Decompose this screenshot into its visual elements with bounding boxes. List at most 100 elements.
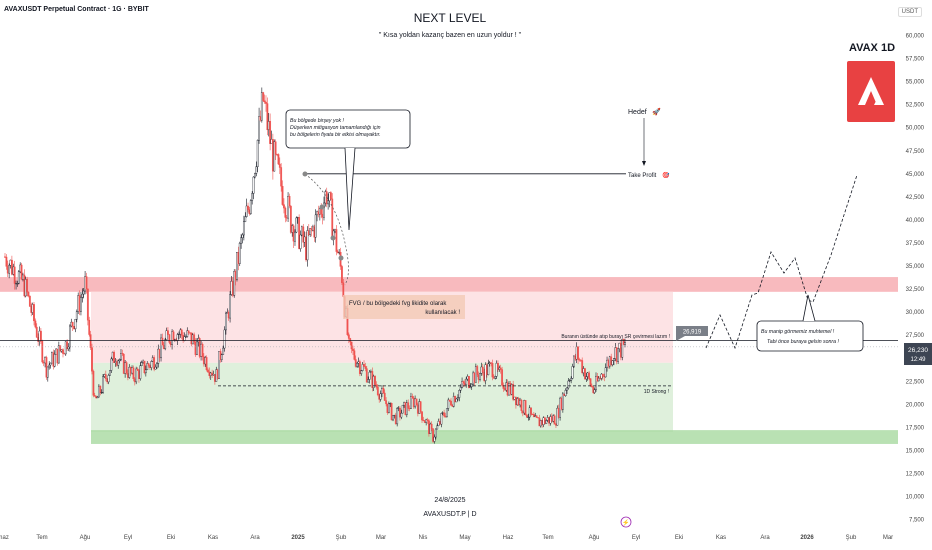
candle-body — [621, 339, 624, 358]
candle-body — [581, 360, 584, 374]
candle-body — [274, 141, 277, 155]
candle-body — [443, 412, 446, 417]
candle-body — [273, 141, 276, 172]
candle-body — [236, 251, 238, 280]
x-tick-label: Eyl — [124, 535, 132, 541]
candle-body — [573, 355, 575, 367]
candle-body — [186, 330, 189, 337]
x-tick-label: Ağu — [80, 535, 91, 541]
candle-body — [88, 319, 91, 335]
candle-body — [385, 400, 388, 405]
candle-body — [172, 331, 175, 341]
sr-zone — [0, 277, 898, 292]
candle-body — [588, 372, 590, 379]
candle-body — [299, 234, 302, 249]
candle-body — [590, 385, 593, 388]
candle-body — [91, 347, 93, 372]
candle-body — [13, 266, 16, 284]
x-tick-label: naz — [0, 535, 9, 541]
last-price-badge — [904, 343, 932, 365]
chart-title: NEXT LEVEL — [413, 11, 487, 25]
x-tick-label: Tem — [36, 535, 47, 541]
candle-body — [288, 196, 291, 207]
candle-body — [86, 288, 89, 321]
candle-body — [527, 416, 530, 418]
candle-body — [487, 363, 490, 376]
candle-body — [117, 360, 120, 366]
candle-body — [5, 256, 8, 267]
candle-body — [180, 329, 183, 336]
candle-body — [150, 361, 153, 368]
candle-body — [368, 371, 371, 380]
y-tick-label: 27,500 — [906, 333, 925, 339]
candle-body — [379, 393, 382, 400]
candle-body — [595, 375, 597, 390]
currency-badge[interactable]: USDT — [897, 7, 922, 17]
candle-body — [356, 362, 359, 367]
fvg-label-box — [343, 295, 465, 319]
candle-body — [604, 367, 607, 378]
candle-body — [75, 311, 78, 320]
candle-body — [502, 385, 505, 389]
candle-body — [597, 377, 600, 382]
y-tick-label: 50,000 — [906, 126, 925, 132]
candle-body — [287, 196, 289, 219]
candle-body — [92, 370, 95, 396]
candle-body — [422, 419, 425, 421]
mitigation-text: Düşerken mitigasyon tamamlandığı için — [290, 125, 381, 131]
candle-body — [147, 363, 150, 366]
candle-body — [392, 415, 394, 421]
candle-body — [85, 276, 88, 290]
candle-body — [611, 360, 614, 366]
candle-body — [82, 290, 85, 295]
candle-body — [341, 266, 343, 283]
candle-body — [205, 357, 208, 371]
y-tick-label: 7,500 — [909, 518, 925, 524]
y-tick-label: 15,000 — [906, 448, 925, 454]
candle-body — [363, 364, 365, 367]
candle-body — [462, 381, 465, 384]
candle-body — [242, 221, 245, 236]
fvg-text: kullanılacak ! — [425, 310, 460, 316]
candle-body — [302, 226, 305, 243]
candle-body — [283, 204, 285, 209]
candle-body — [530, 407, 533, 415]
candle-body — [89, 334, 92, 348]
candle-body — [67, 346, 70, 350]
candle-body — [450, 400, 452, 406]
x-tick-label: Eyl — [632, 535, 640, 541]
candle-body — [497, 362, 499, 370]
candle-body — [532, 414, 535, 418]
candle-body — [154, 366, 157, 370]
candle-body — [265, 101, 267, 104]
candle-body — [41, 341, 44, 363]
x-tick-label: Tem — [542, 535, 553, 541]
candle-body — [125, 362, 128, 374]
candle-body — [104, 374, 107, 380]
candle-body — [298, 217, 301, 249]
candle-body — [468, 376, 470, 388]
candle-body — [100, 392, 103, 394]
candle-body — [436, 425, 439, 430]
candle-body — [367, 379, 370, 383]
rocket-icon: 🚀 — [652, 107, 661, 116]
candle-body — [622, 339, 625, 345]
date-label: 24/8/2025 — [434, 497, 466, 504]
avax-logo-icon — [847, 61, 895, 122]
y-tick-label: 12,500 — [906, 471, 925, 477]
candle-body — [254, 173, 256, 178]
y-tick-label: 37,500 — [906, 241, 925, 247]
swing-point — [338, 255, 344, 261]
candle-body — [113, 351, 115, 363]
x-tick-label: Ara — [250, 535, 260, 541]
x-tick-label: 2026 — [800, 535, 814, 541]
candle-body — [16, 283, 19, 285]
candle-body — [168, 334, 171, 343]
candle-body — [238, 242, 241, 264]
candle-body — [589, 378, 592, 387]
y-tick-label: 60,000 — [906, 34, 925, 40]
candle-body — [479, 373, 481, 380]
x-tick-label: 2025 — [291, 535, 305, 541]
x-tick-label: Eki — [167, 535, 175, 541]
